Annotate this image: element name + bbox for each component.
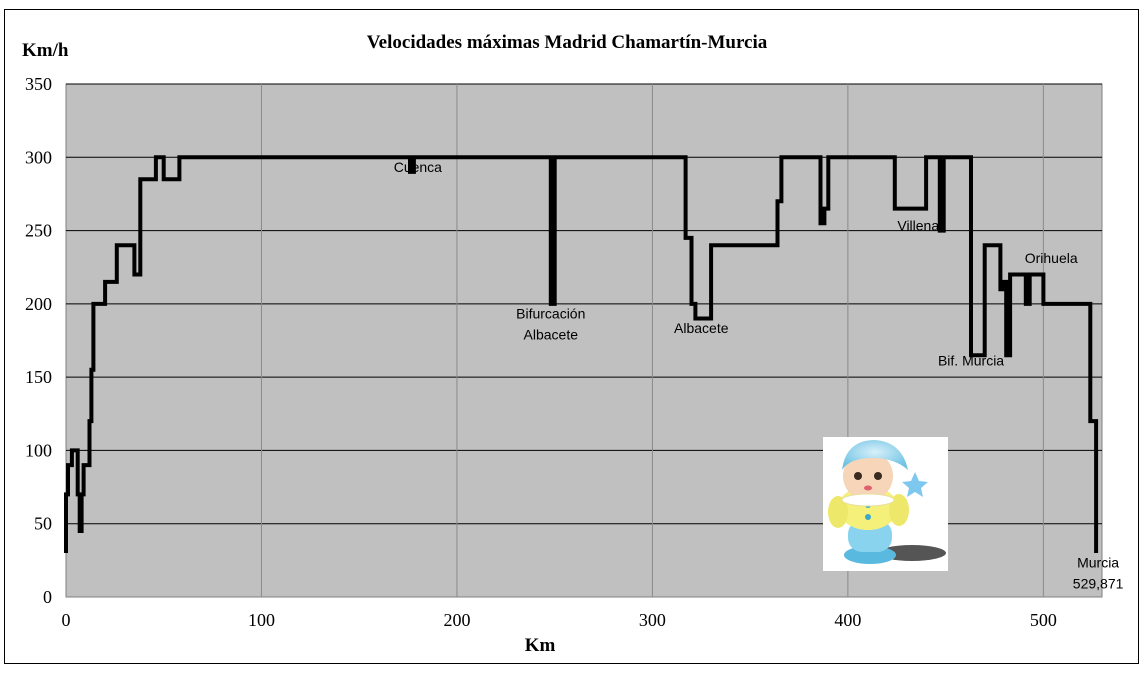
y-tick-label: 350 xyxy=(25,74,52,94)
x-tick-labels: 0 100 200 300 400 500 xyxy=(62,610,1057,630)
annotation-label: Cuenca xyxy=(394,159,442,175)
annotation-label: Orihuela xyxy=(1025,250,1078,266)
series-group xyxy=(64,155,1099,553)
annotation-label: Murcia 529,871 xyxy=(1073,555,1124,592)
x-tick-label: 500 xyxy=(1030,610,1057,630)
x-axis-label: Km xyxy=(525,635,556,656)
y-tick-label: 50 xyxy=(34,514,52,534)
y-tick-label: 0 xyxy=(43,587,52,607)
y-axis-label: Km/h xyxy=(22,40,69,61)
x-tick-label: 400 xyxy=(834,610,861,630)
toy-doll-icon xyxy=(823,437,948,571)
y-tick-label: 200 xyxy=(25,294,52,314)
chart-title: Velocidades máximas Madrid Chamartín-Mur… xyxy=(367,32,768,53)
y-tick-labels: 0 50 100 150 200 250 300 350 xyxy=(25,74,52,607)
x-tick-label: 0 xyxy=(62,610,71,630)
y-tick-label: 250 xyxy=(25,221,52,241)
annotations: Cuenca Bifurcación Albacete Albacete Villena… xyxy=(394,159,1124,592)
annotation-label: Bifurcación Albacete xyxy=(516,306,585,343)
y-tick-label: 100 xyxy=(25,440,52,460)
annotation-label: Bif. Murcia xyxy=(938,352,1004,368)
x-tick-label: 100 xyxy=(248,610,275,630)
annotation-label: Villena xyxy=(897,218,939,234)
annotation-label: Albacete xyxy=(674,320,729,336)
series-line-0 xyxy=(64,155,1099,553)
x-tick-label: 200 xyxy=(443,610,470,630)
x-tick-label: 300 xyxy=(639,610,666,630)
y-tick-label: 150 xyxy=(25,367,52,387)
y-tick-label: 300 xyxy=(25,147,52,167)
